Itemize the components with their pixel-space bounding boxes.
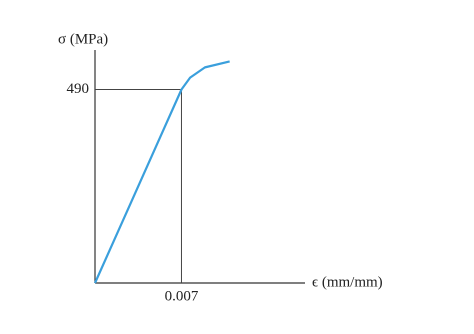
curve	[93, 60, 230, 284]
y-tick-label: 490	[67, 81, 90, 97]
x-tick-label: 0.007	[165, 288, 199, 304]
y-axis-label: σ (MPa)	[58, 31, 108, 47]
x-axis-label: ϵ (mm/mm)	[312, 274, 383, 290]
